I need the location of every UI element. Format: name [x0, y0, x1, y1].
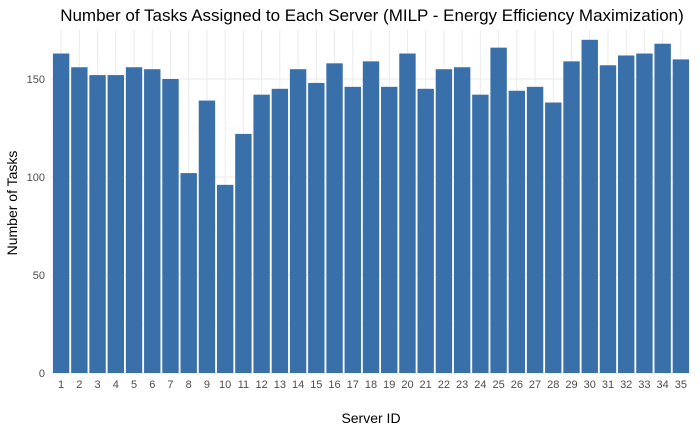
y-tick-label: 50: [33, 270, 45, 282]
x-tick-label: 30: [584, 379, 596, 391]
x-tick-label: 9: [204, 379, 210, 391]
bar-server-28: [545, 102, 562, 374]
x-tick-label: 16: [328, 379, 340, 391]
bar-server-31: [599, 65, 617, 373]
x-tick-label: 15: [310, 379, 322, 391]
bars: [52, 39, 690, 374]
bar-server-7: [162, 79, 179, 373]
bar-server-16: [326, 63, 343, 373]
x-tick-label: 26: [511, 379, 523, 391]
bar-server-33: [636, 53, 653, 374]
x-tick-label: 24: [474, 379, 486, 391]
x-tick-label: 23: [456, 379, 468, 391]
x-tick-label: 25: [492, 379, 504, 391]
x-tick-label: 27: [529, 379, 541, 391]
bar-server-15: [308, 82, 325, 374]
bar-server-29: [563, 61, 580, 374]
bar-server-32: [617, 55, 635, 373]
bar-server-34: [654, 43, 671, 373]
x-tick-label: 14: [292, 379, 304, 391]
y-tick-label: 150: [27, 74, 45, 86]
bar-server-24: [472, 94, 489, 374]
y-tick-label: 0: [39, 368, 45, 380]
x-tick-label: 32: [620, 379, 632, 391]
bar-server-27: [526, 86, 544, 373]
chart-title: Number of Tasks Assigned to Each Server …: [60, 6, 684, 25]
x-tick-label: 33: [638, 379, 650, 391]
bar-server-18: [362, 61, 380, 374]
bar-server-5: [125, 67, 143, 374]
bar-server-19: [381, 86, 398, 373]
bar-server-3: [89, 75, 106, 373]
bar-server-17: [344, 86, 361, 373]
x-tick-label: 5: [131, 379, 137, 391]
x-tick-label: 21: [420, 379, 432, 391]
bar-server-10: [216, 184, 234, 373]
bar-server-23: [453, 67, 471, 374]
x-tick-labels: 1 2 3 4 5 6 7 8 9 10 11 12 13 14 15 16 17 18 19 20 21 22 23 24 2…: [58, 379, 687, 391]
x-tick-label: 35: [675, 379, 687, 391]
x-tick-label: 2: [76, 379, 82, 391]
x-tick-label: 19: [383, 379, 395, 391]
x-tick-label: 29: [565, 379, 577, 391]
y-axis-label: Number of Tasks: [4, 151, 20, 256]
y-tick-label: 100: [27, 172, 45, 184]
x-tick-label: 34: [657, 379, 669, 391]
bar-server-20: [399, 53, 416, 374]
bar-server-21: [417, 88, 434, 374]
bar-server-4: [107, 75, 125, 373]
y-tick-labels: 0 50 100 150: [27, 74, 45, 380]
bar-server-26: [508, 90, 526, 373]
bar-server-25: [490, 47, 507, 373]
x-tick-label: 12: [256, 379, 268, 391]
bar-server-13: [271, 88, 289, 374]
bar-server-9: [198, 100, 216, 373]
x-tick-label: 22: [438, 379, 450, 391]
x-tick-label: 31: [602, 379, 614, 391]
x-tick-label: 10: [219, 379, 231, 391]
x-tick-label: 8: [186, 379, 192, 391]
bar-server-22: [435, 69, 453, 373]
bar-server-12: [253, 94, 270, 374]
bar-server-8: [180, 173, 197, 373]
bar-server-30: [581, 39, 598, 374]
bar-server-11: [235, 133, 252, 373]
bar-server-1: [52, 53, 70, 374]
x-tick-label: 18: [365, 379, 377, 391]
bar-server-14: [289, 69, 307, 373]
bar-server-35: [672, 59, 690, 374]
x-tick-label: 28: [547, 379, 559, 391]
x-tick-label: 4: [113, 379, 119, 391]
x-tick-label: 20: [401, 379, 413, 391]
x-axis-label: Server ID: [341, 410, 400, 426]
x-tick-label: 11: [238, 379, 249, 391]
bar-server-6: [144, 69, 161, 373]
x-tick-label: 3: [95, 379, 101, 391]
bar-server-2: [71, 67, 88, 374]
x-tick-label: 13: [274, 379, 286, 391]
x-tick-label: 1: [58, 379, 64, 391]
x-tick-label: 7: [167, 379, 173, 391]
x-tick-label: 6: [149, 379, 155, 391]
x-tick-label: 17: [347, 379, 359, 391]
